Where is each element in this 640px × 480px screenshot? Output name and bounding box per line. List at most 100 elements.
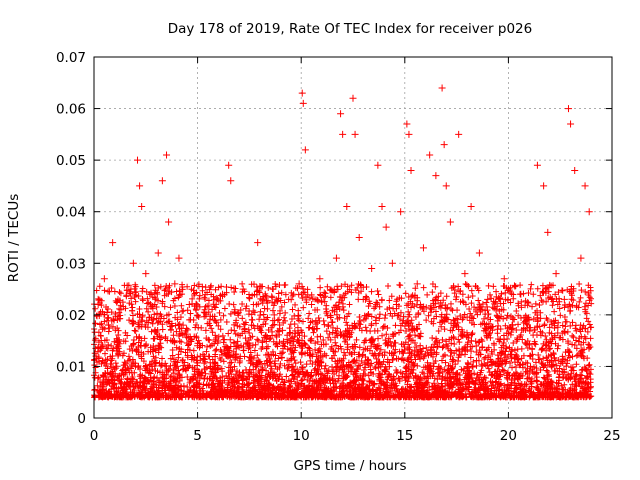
data-point bbox=[228, 327, 235, 334]
data-point bbox=[466, 305, 473, 312]
data-point bbox=[551, 308, 558, 315]
data-point bbox=[520, 290, 527, 297]
data-point bbox=[493, 288, 500, 295]
data-point bbox=[439, 344, 446, 351]
data-point bbox=[321, 298, 328, 305]
data-point bbox=[449, 307, 456, 314]
data-point bbox=[429, 335, 436, 342]
data-point bbox=[576, 280, 583, 287]
data-point bbox=[368, 360, 375, 367]
data-point bbox=[271, 360, 278, 367]
data-point bbox=[176, 338, 183, 345]
data-point bbox=[562, 318, 569, 325]
data-point bbox=[315, 314, 322, 321]
data-point bbox=[265, 284, 272, 291]
data-point bbox=[272, 283, 279, 290]
data-point bbox=[572, 322, 579, 329]
data-point bbox=[328, 319, 335, 326]
data-point bbox=[513, 308, 520, 315]
data-point bbox=[495, 322, 502, 329]
data-point bbox=[245, 311, 252, 318]
data-point bbox=[247, 354, 254, 361]
data-point bbox=[205, 297, 212, 304]
data-point bbox=[439, 336, 446, 343]
data-point bbox=[443, 293, 450, 300]
data-point bbox=[324, 283, 331, 290]
data-point bbox=[226, 300, 233, 307]
data-point bbox=[297, 359, 304, 366]
data-point bbox=[115, 331, 122, 338]
data-point bbox=[276, 339, 283, 346]
data-point bbox=[105, 288, 112, 295]
data-point bbox=[245, 326, 252, 333]
data-point bbox=[468, 348, 475, 355]
data-point bbox=[464, 359, 471, 366]
data-point bbox=[251, 347, 258, 354]
data-point bbox=[511, 347, 518, 354]
data-point bbox=[161, 303, 168, 310]
data-point bbox=[332, 339, 339, 346]
data-point bbox=[163, 319, 170, 326]
data-point bbox=[284, 365, 291, 372]
data-point bbox=[504, 312, 511, 319]
data-point bbox=[269, 307, 276, 314]
data-point bbox=[125, 282, 132, 289]
data-point bbox=[159, 321, 166, 328]
data-point bbox=[294, 324, 301, 331]
data-point bbox=[317, 284, 324, 291]
data-point bbox=[139, 296, 146, 303]
data-point bbox=[532, 300, 539, 307]
data-point bbox=[518, 304, 525, 311]
data-point bbox=[542, 332, 549, 339]
data-point bbox=[362, 293, 369, 300]
data-point bbox=[228, 284, 235, 291]
data-point bbox=[382, 312, 389, 319]
data-point bbox=[304, 286, 311, 293]
data-point bbox=[375, 291, 382, 298]
data-point bbox=[105, 328, 112, 335]
data-point bbox=[96, 283, 103, 290]
data-point bbox=[465, 294, 472, 301]
data-point bbox=[151, 374, 158, 381]
data-point bbox=[559, 353, 566, 360]
data-point bbox=[411, 303, 418, 310]
data-point bbox=[485, 282, 492, 289]
data-point bbox=[205, 302, 212, 309]
data-point bbox=[502, 322, 509, 329]
data-point bbox=[145, 308, 152, 315]
data-point bbox=[326, 330, 333, 337]
data-point bbox=[196, 295, 203, 302]
data-point bbox=[159, 326, 166, 333]
data-point bbox=[360, 366, 367, 373]
data-point bbox=[455, 336, 462, 343]
data-point bbox=[287, 329, 294, 336]
data-point bbox=[447, 300, 454, 307]
data-point bbox=[449, 356, 456, 363]
data-point bbox=[479, 338, 486, 345]
data-point bbox=[455, 357, 462, 364]
data-point bbox=[230, 301, 237, 308]
data-point bbox=[356, 313, 363, 320]
data-point bbox=[587, 371, 594, 378]
data-point bbox=[192, 324, 199, 331]
data-point bbox=[538, 359, 545, 366]
data-point bbox=[539, 288, 546, 295]
data-point bbox=[429, 289, 436, 296]
data-point bbox=[408, 317, 415, 324]
data-point bbox=[292, 360, 299, 367]
data-point bbox=[298, 380, 305, 387]
data-point bbox=[341, 349, 348, 356]
data-point bbox=[375, 335, 382, 342]
data-point bbox=[187, 310, 194, 317]
data-point bbox=[226, 359, 233, 366]
data-point bbox=[279, 349, 286, 356]
data-point bbox=[346, 301, 353, 308]
data-point bbox=[196, 303, 203, 310]
data-point bbox=[515, 321, 522, 328]
data-point bbox=[129, 304, 136, 311]
data-point bbox=[212, 347, 219, 354]
data-point bbox=[289, 292, 296, 299]
data-point bbox=[178, 338, 185, 345]
data-point bbox=[169, 352, 176, 359]
data-point bbox=[510, 340, 517, 347]
